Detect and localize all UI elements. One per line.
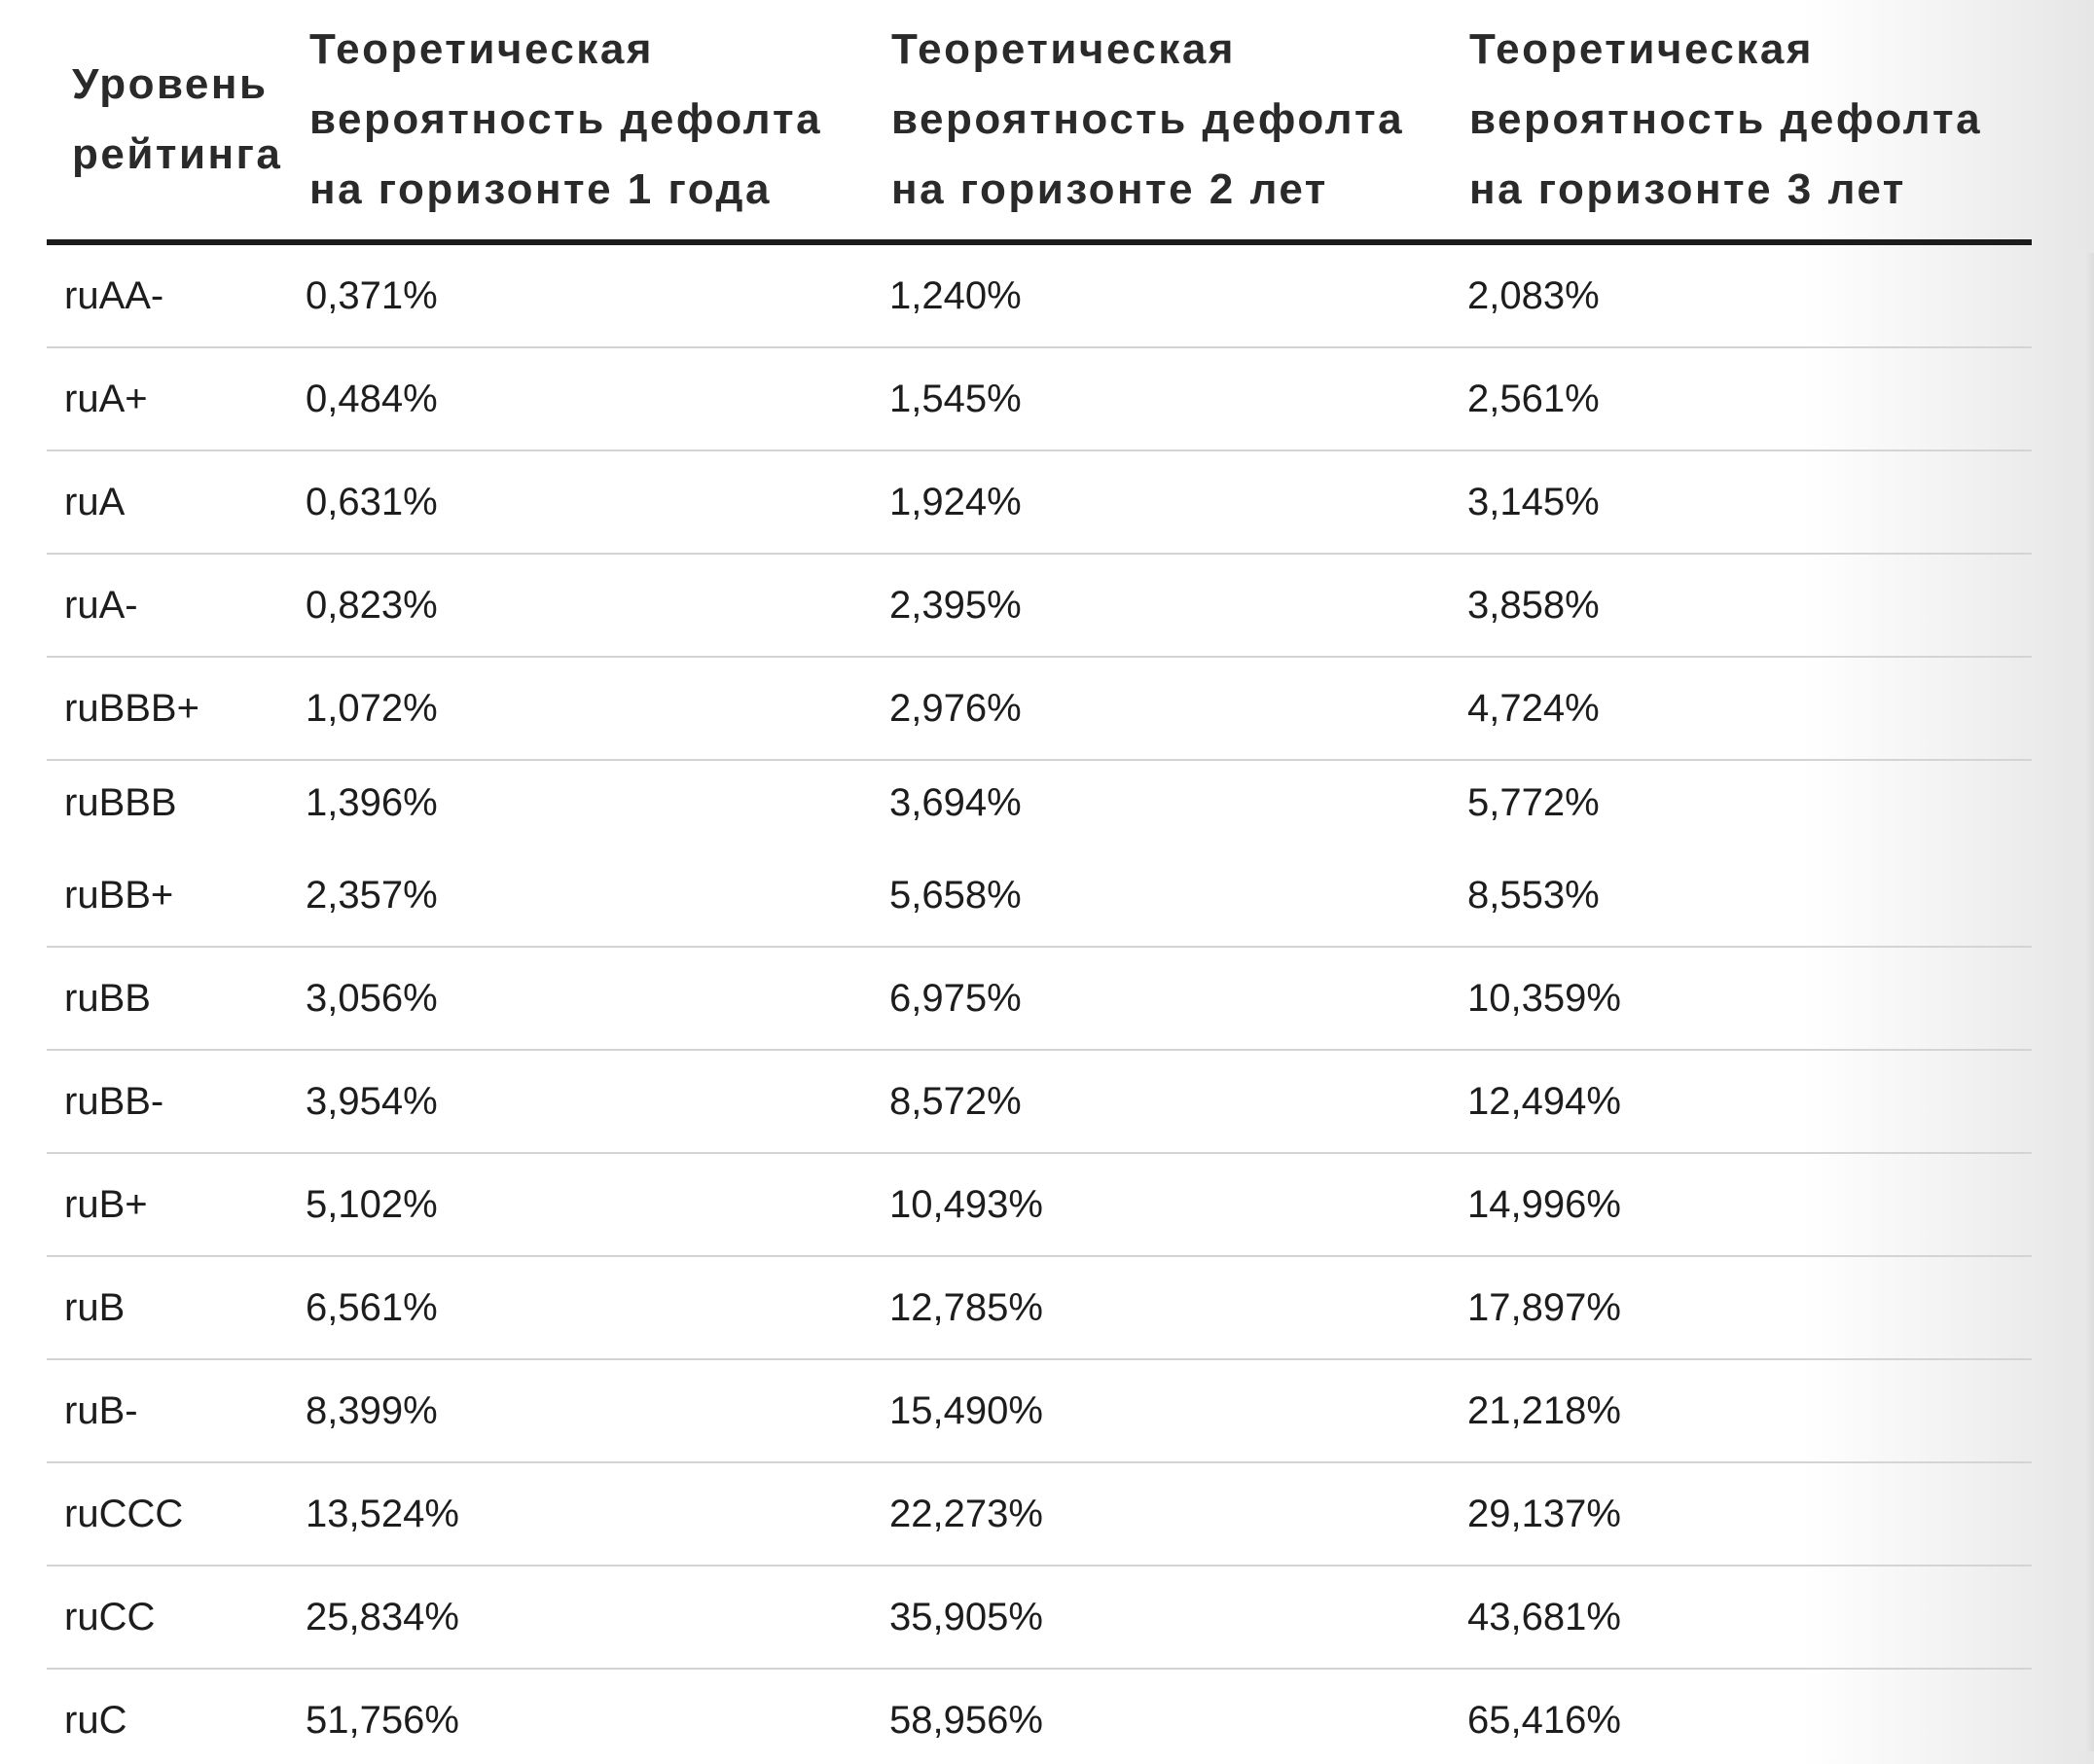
cell-pd-2-years: 1,545% <box>872 347 1450 451</box>
cell-pd-2-years: 2,976% <box>872 657 1450 761</box>
cell-pd-2-years: 10,493% <box>872 1153 1450 1257</box>
cell-pd-3-years: 17,897% <box>1450 1256 2032 1360</box>
table-body: ruAA- 0,371% 1,240% 2,083% ruA+ 0,484% 1,545% 2… <box>47 242 2032 1764</box>
cell-rating: ruBBB+ <box>47 657 288 761</box>
cell-pd-1-year: 1,072% <box>288 657 872 761</box>
cell-pd-3-years: 2,561% <box>1450 347 2032 451</box>
table-row: ruA- 0,823% 2,395% 3,858% <box>47 554 2032 658</box>
table-row: ruBB 3,056% 6,975% 10,359% <box>47 947 2032 1051</box>
cell-pd-1-year: 2,357% <box>288 845 872 948</box>
header-row: Уровень рейтинга Теоретическая вероятнос… <box>47 0 2032 245</box>
table-row: ruB 6,561% 12,785% 17,897% <box>47 1256 2032 1360</box>
cell-pd-3-years: 12,494% <box>1450 1050 2032 1154</box>
header-rating-level: Уровень рейтинга <box>47 0 288 245</box>
cell-pd-2-years: 5,658% <box>872 845 1450 948</box>
cell-pd-2-years: 6,975% <box>872 947 1450 1051</box>
cell-rating: ruB+ <box>47 1153 288 1257</box>
table-row: ruCCC 13,524% 22,273% 29,137% <box>47 1462 2032 1566</box>
table-row: ruAA- 0,371% 1,240% 2,083% <box>47 242 2032 348</box>
table-row: ruBBB 1,396% 3,694% 5,772% <box>47 760 2032 845</box>
cell-rating: ruC <box>64 1698 127 1742</box>
cell-pd-3-years: 4,724% <box>1450 657 2032 761</box>
cell-pd-1-year: 25,834% <box>288 1566 872 1670</box>
table-row: ruC 51,756% 58,956% 65,416% <box>47 1669 2032 1764</box>
cell-pd-3-years: 2,083% <box>1450 242 2032 348</box>
cell-pd-3-years: 10,359% <box>1450 947 2032 1051</box>
cell-pd-3-years: 5,772% <box>1467 780 1600 824</box>
header-pd-3-years: Теоретическая вероятность дефолта на гор… <box>1450 0 2032 245</box>
cell-pd-3-years: 3,145% <box>1450 450 2032 555</box>
cell-pd-2-years: 1,924% <box>872 450 1450 555</box>
cell-pd-3-years: 21,218% <box>1450 1359 2032 1463</box>
cell-pd-2-years: 58,956% <box>889 1698 1043 1742</box>
cell-rating: ruCC <box>47 1566 288 1670</box>
cell-rating: ruA- <box>47 554 288 658</box>
cell-pd-1-year: 13,524% <box>288 1462 872 1566</box>
cell-pd-3-years: 8,553% <box>1450 845 2032 948</box>
cell-pd-2-years: 12,785% <box>872 1256 1450 1360</box>
table-row: ruBB- 3,954% 8,572% 12,494% <box>47 1050 2032 1154</box>
cell-pd-1-year: 0,823% <box>288 554 872 658</box>
table-header: Уровень рейтинга Теоретическая вероятнос… <box>47 0 2032 245</box>
cell-pd-1-year: 0,631% <box>288 450 872 555</box>
cell-pd-3-years: 14,996% <box>1450 1153 2032 1257</box>
cell-rating: ruB- <box>47 1359 288 1463</box>
cell-pd-2-years: 3,694% <box>889 780 1022 824</box>
cell-pd-2-years: 8,572% <box>872 1050 1450 1154</box>
table-row: ruBB+ 2,357% 5,658% 8,553% <box>47 845 2032 948</box>
cell-pd-1-year: 51,756% <box>306 1698 459 1742</box>
cell-pd-1-year: 1,396% <box>306 780 438 824</box>
table-row: ruB+ 5,102% 10,493% 14,996% <box>47 1153 2032 1257</box>
cell-pd-1-year: 5,102% <box>288 1153 872 1257</box>
cell-pd-1-year: 8,399% <box>288 1359 872 1463</box>
cell-pd-1-year: 3,954% <box>288 1050 872 1154</box>
cell-pd-2-years: 35,905% <box>872 1566 1450 1670</box>
cell-rating: ruAA- <box>47 242 288 348</box>
cell-pd-3-years: 3,858% <box>1450 554 2032 658</box>
cell-pd-1-year: 6,561% <box>288 1256 872 1360</box>
header-pd-2-years: Теоретическая вероятность дефолта на гор… <box>872 0 1450 245</box>
cell-rating: ruCCC <box>47 1462 288 1566</box>
cell-pd-3-years: 43,681% <box>1450 1566 2032 1670</box>
cell-pd-2-years: 22,273% <box>872 1462 1450 1566</box>
table-row: ruBBB+ 1,072% 2,976% 4,724% <box>47 657 2032 761</box>
cell-pd-3-years: 29,137% <box>1450 1462 2032 1566</box>
cell-rating: ruB <box>47 1256 288 1360</box>
cell-pd-1-year: 0,484% <box>288 347 872 451</box>
cell-pd-3-years: 65,416% <box>1467 1698 1621 1742</box>
table-row: ruCC 25,834% 35,905% 43,681% <box>47 1566 2032 1670</box>
cell-pd-1-year: 0,371% <box>288 242 872 348</box>
cell-rating: ruBBB <box>64 780 177 824</box>
cell-rating: ruBB <box>47 947 288 1051</box>
cell-pd-2-years: 2,395% <box>872 554 1450 658</box>
table-row: ruA+ 0,484% 1,545% 2,561% <box>47 347 2032 451</box>
cell-pd-2-years: 15,490% <box>872 1359 1450 1463</box>
default-probability-table-container: Уровень рейтинга Теоретическая вероятнос… <box>47 0 2032 1764</box>
cell-pd-1-year: 3,056% <box>288 947 872 1051</box>
cell-rating: ruA <box>47 450 288 555</box>
table-row: ruB- 8,399% 15,490% 21,218% <box>47 1359 2032 1463</box>
cell-rating: ruBB+ <box>47 845 288 948</box>
header-pd-1-year: Теоретическая вероятность дефолта на гор… <box>288 0 872 245</box>
table-row: ruA 0,631% 1,924% 3,145% <box>47 450 2032 555</box>
scrollbar-edge <box>2084 253 2094 1751</box>
cell-pd-2-years: 1,240% <box>872 242 1450 348</box>
cell-rating: ruBB- <box>47 1050 288 1154</box>
default-probability-table: Уровень рейтинга Теоретическая вероятнос… <box>47 0 2032 1764</box>
cell-rating: ruA+ <box>47 347 288 451</box>
